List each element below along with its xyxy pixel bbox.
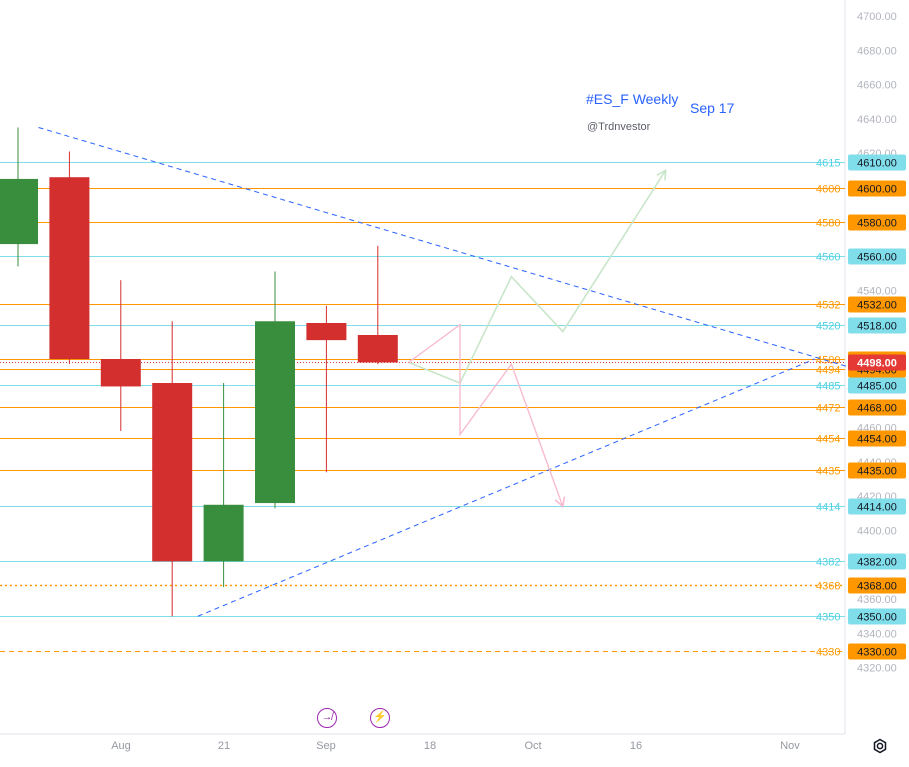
candle <box>357 245 398 365</box>
y-tick-label: 4320.00 <box>857 663 897 675</box>
level-tag-text: 4600.00 <box>857 184 897 196</box>
candle-body <box>0 178 38 245</box>
candle-body <box>152 383 193 562</box>
projection-up-path <box>408 169 667 385</box>
candle-body <box>49 177 90 359</box>
candles-layer <box>0 127 398 617</box>
y-tick-label: 4700.00 <box>857 11 897 23</box>
level-label: 4472 <box>816 403 840 415</box>
level-tag-text: 4435.00 <box>857 466 897 478</box>
author-handle: @Trdnvestor <box>587 121 651 133</box>
last-price-tag: 4498.00 <box>848 354 906 371</box>
projection-up-arrowhead <box>656 168 667 181</box>
level-tag-text: 4414.00 <box>857 502 897 514</box>
candle <box>152 321 193 617</box>
candle <box>100 280 141 432</box>
y-tick-label: 4540.00 <box>857 285 897 297</box>
level-label: 4494 <box>816 365 840 377</box>
y-tick-label: 4400.00 <box>857 526 897 538</box>
level-price-tag: 4368.00 <box>848 577 906 594</box>
level-tag-text: 4350.00 <box>857 612 897 624</box>
x-tick-label: Sep <box>316 740 336 752</box>
level-label: 4560 <box>816 252 840 264</box>
candle <box>203 383 244 588</box>
projection-down-path <box>408 323 564 507</box>
level-price-tag: 4454.00 <box>848 430 906 447</box>
last-price-text: 4498.00 <box>857 358 897 370</box>
x-tick-label: 16 <box>630 740 642 752</box>
x-tick-label: 21 <box>218 740 230 752</box>
level-tag-text: 4610.00 <box>857 158 897 170</box>
candle-body <box>306 322 347 341</box>
dividend-event-icon[interactable]: ↛ <box>317 708 337 728</box>
trendline <box>38 126 851 369</box>
earnings-event-icon[interactable]: ⚡ <box>370 708 390 728</box>
level-tag-text: 4532.00 <box>857 300 897 312</box>
trendline <box>197 358 815 617</box>
level-label: 4382 <box>816 557 840 569</box>
candle <box>49 151 90 365</box>
level-label: 4532 <box>816 300 840 312</box>
y-tick-label: 4640.00 <box>857 114 897 126</box>
level-price-tag: 4468.00 <box>848 399 906 416</box>
level-price-tag: 4435.00 <box>848 462 906 479</box>
level-price-tag: 4382.00 <box>848 553 906 570</box>
level-label: 4435 <box>816 466 840 478</box>
level-price-tag: 4580.00 <box>848 214 906 231</box>
candle-body <box>100 359 141 387</box>
y-tick-label: 4680.00 <box>857 45 897 57</box>
level-label: 4615 <box>816 158 840 170</box>
candle <box>306 305 347 473</box>
level-label: 4368 <box>816 581 840 593</box>
level-price-tag: 4532.00 <box>848 296 906 313</box>
level-tag-text: 4454.00 <box>857 434 897 446</box>
level-tag-text: 4368.00 <box>857 581 897 593</box>
x-tick-label: Aug <box>111 740 131 752</box>
y-tick-label: 4660.00 <box>857 80 897 92</box>
level-tag-text: 4518.00 <box>857 321 897 333</box>
level-tag-text: 4485.00 <box>857 381 897 393</box>
level-price-tag: 4560.00 <box>848 248 906 265</box>
x-tick-label: Nov <box>780 740 800 752</box>
level-label: 4350 <box>816 612 840 624</box>
level-label: 4580 <box>816 218 840 230</box>
level-tag-text: 4560.00 <box>857 252 897 264</box>
candle-body <box>357 334 398 363</box>
level-price-tag: 4485.00 <box>848 377 906 394</box>
level-tag-text: 4580.00 <box>857 218 897 230</box>
level-price-tag: 4610.00 <box>848 154 906 171</box>
level-label: 4414 <box>816 502 840 514</box>
levels-layer: 4615460045804560453245204500449444854472… <box>0 158 845 659</box>
x-tick-label: 18 <box>424 740 436 752</box>
level-tag-text: 4382.00 <box>857 557 897 569</box>
level-price-tag: 4414.00 <box>848 498 906 515</box>
level-price-tag: 4330.00 <box>848 643 906 660</box>
projection-layer <box>408 168 667 509</box>
level-label: 4485 <box>816 381 840 393</box>
x-tick-label: Oct <box>524 740 541 752</box>
level-price-tag: 4350.00 <box>848 608 906 625</box>
projection-down-arrowhead <box>554 496 566 509</box>
chart-title: #ES_F Weekly <box>586 91 679 107</box>
level-label: 4520 <box>816 321 840 333</box>
price-tags-layer: 4610.00 4600.00 4580.00 4560.00 4532.00 4518.… <box>848 154 906 660</box>
settings-gear-icon[interactable] <box>870 736 890 756</box>
level-tag-text: 4468.00 <box>857 403 897 415</box>
y-tick-label: 4340.00 <box>857 628 897 640</box>
level-label: 4330 <box>816 647 840 659</box>
trendlines-layer <box>38 126 851 617</box>
chart-date: Sep 17 <box>690 100 735 116</box>
candle <box>255 271 295 509</box>
level-price-tag: 4518.00 <box>848 317 906 334</box>
level-label: 4454 <box>816 434 840 446</box>
y-tick-label: 4360.00 <box>857 594 897 606</box>
candle <box>0 127 38 267</box>
candle-body <box>203 504 244 562</box>
level-price-tag: 4600.00 <box>848 180 906 197</box>
candle-body <box>255 321 295 504</box>
level-tag-text: 4330.00 <box>857 647 897 659</box>
level-label: 4600 <box>816 184 840 196</box>
